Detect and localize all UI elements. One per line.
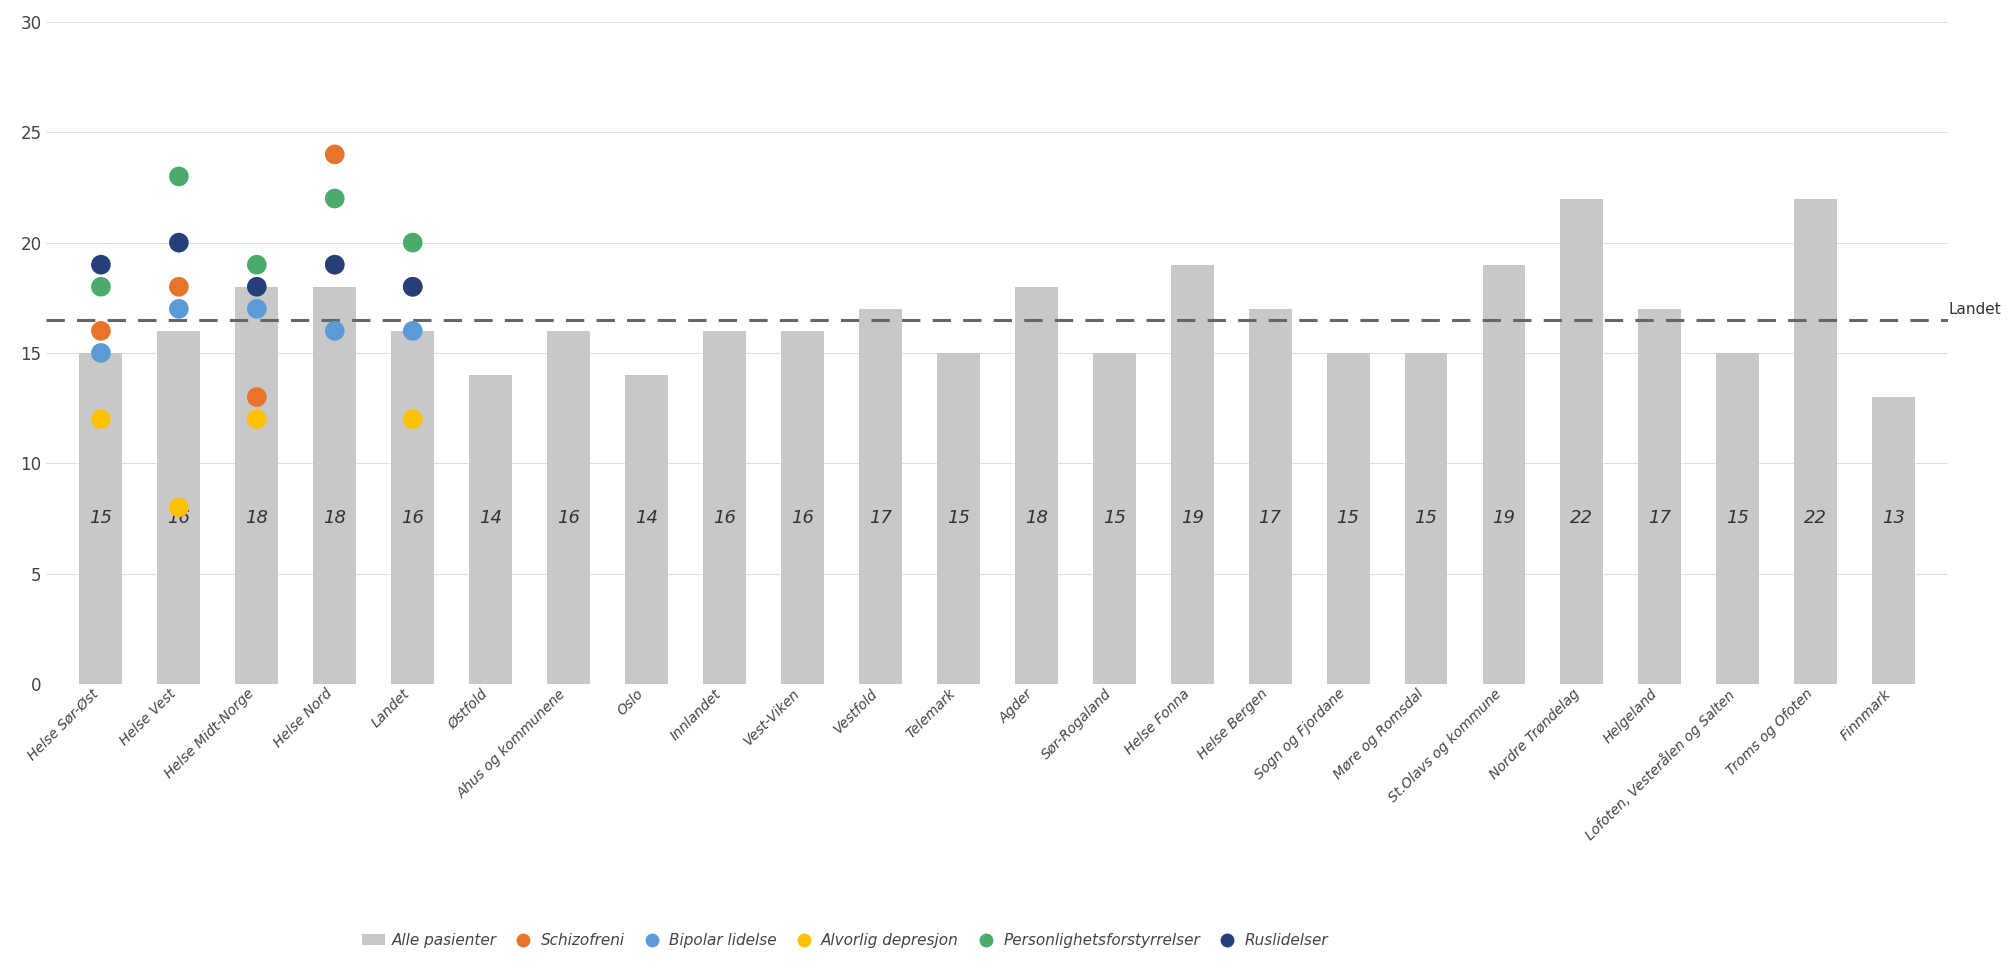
Point: [85, 323, 117, 339]
Point: [319, 257, 351, 273]
Text: 16: 16: [401, 509, 423, 528]
Bar: [1560, 198, 1603, 684]
Text: 17: 17: [869, 509, 891, 528]
Text: 22: 22: [1570, 509, 1593, 528]
Point: [319, 257, 351, 273]
Bar: [391, 331, 433, 684]
Point: [397, 411, 429, 427]
Text: 16: 16: [790, 509, 814, 528]
Point: [240, 389, 272, 404]
Bar: [859, 309, 901, 684]
Bar: [1794, 198, 1837, 684]
Point: [319, 147, 351, 162]
Bar: [1405, 353, 1447, 684]
Text: 15: 15: [1726, 509, 1750, 528]
Text: 14: 14: [480, 509, 502, 528]
Bar: [1248, 309, 1292, 684]
Bar: [625, 375, 667, 684]
Bar: [470, 375, 512, 684]
Text: 16: 16: [556, 509, 581, 528]
Bar: [704, 331, 746, 684]
Point: [240, 301, 272, 317]
Text: 13: 13: [1883, 509, 1905, 528]
Text: 16: 16: [714, 509, 736, 528]
Point: [397, 234, 429, 250]
Bar: [312, 287, 357, 684]
Bar: [937, 353, 980, 684]
Bar: [1327, 353, 1369, 684]
Bar: [1014, 287, 1058, 684]
Point: [240, 411, 272, 427]
Bar: [1716, 353, 1760, 684]
Text: 15: 15: [948, 509, 970, 528]
Bar: [79, 353, 123, 684]
Point: [397, 279, 429, 295]
Text: 22: 22: [1804, 509, 1826, 528]
Point: [319, 191, 351, 206]
Text: 15: 15: [89, 509, 113, 528]
Text: 15: 15: [1415, 509, 1437, 528]
Bar: [1171, 265, 1214, 684]
Point: [85, 345, 117, 361]
Point: [163, 499, 196, 515]
Point: [163, 234, 196, 250]
Text: 17: 17: [1258, 509, 1282, 528]
Point: [85, 411, 117, 427]
Bar: [1093, 353, 1135, 684]
Text: 16: 16: [167, 509, 190, 528]
Text: 19: 19: [1181, 509, 1204, 528]
Bar: [546, 331, 591, 684]
Point: [240, 257, 272, 273]
Bar: [1482, 265, 1526, 684]
Bar: [236, 287, 278, 684]
Bar: [1873, 397, 1915, 684]
Text: 15: 15: [1337, 509, 1359, 528]
Text: 14: 14: [635, 509, 657, 528]
Point: [240, 279, 272, 295]
Point: [397, 323, 429, 339]
Point: [163, 301, 196, 317]
Text: 18: 18: [246, 509, 268, 528]
Text: Landet: Landet: [1947, 302, 2002, 317]
Point: [163, 279, 196, 295]
Bar: [157, 331, 200, 684]
Text: 18: 18: [323, 509, 347, 528]
Point: [397, 279, 429, 295]
Text: 17: 17: [1649, 509, 1671, 528]
Text: 15: 15: [1103, 509, 1125, 528]
Bar: [1639, 309, 1681, 684]
Point: [319, 323, 351, 339]
Bar: [780, 331, 825, 684]
Point: [85, 257, 117, 273]
Legend: Alle pasienter, Schizofreni, Bipolar lidelse, Alvorlig depresjon, Personlighetsf: Alle pasienter, Schizofreni, Bipolar lid…: [357, 927, 1335, 955]
Text: 18: 18: [1024, 509, 1048, 528]
Text: 19: 19: [1492, 509, 1516, 528]
Point: [85, 279, 117, 295]
Point: [163, 169, 196, 185]
